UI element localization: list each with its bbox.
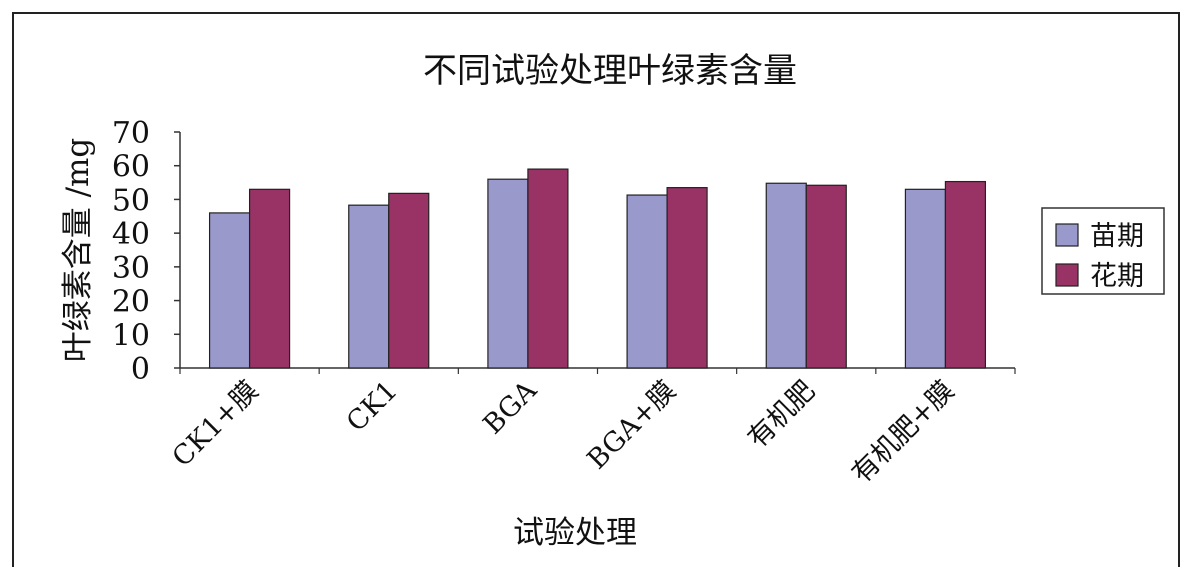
x-tick-label: CK1+膜 xyxy=(166,375,264,473)
legend-label: 花期 xyxy=(1090,261,1144,292)
y-tick-label: 10 xyxy=(112,318,150,353)
bar-flowering xyxy=(389,193,429,368)
bar-flowering xyxy=(528,169,568,368)
bar-seedling xyxy=(627,195,667,368)
y-tick-label: 20 xyxy=(112,285,150,320)
bar-seedling xyxy=(905,189,945,368)
bar-flowering xyxy=(945,182,985,368)
y-tick-label: 40 xyxy=(112,217,150,252)
y-tick-label: 30 xyxy=(112,251,150,286)
x-tick-label: BGA xyxy=(478,375,544,441)
legend-label: 苗期 xyxy=(1090,221,1144,252)
y-tick-label: 0 xyxy=(131,352,150,387)
y-tick-label: 50 xyxy=(112,183,150,218)
bar-flowering xyxy=(250,189,290,368)
x-tick-label: 有机肥+膜 xyxy=(846,375,960,489)
x-tick-label: 有机肥 xyxy=(742,375,821,454)
bar-flowering xyxy=(806,185,846,368)
legend-swatch xyxy=(1056,264,1078,286)
x-axis-title: 试验处理 xyxy=(513,515,637,551)
x-tick-label: CK1 xyxy=(341,375,404,438)
y-axis-title: 叶绿素含量 /mg xyxy=(60,138,96,363)
y-tick-label: 60 xyxy=(112,150,150,185)
y-tick-label: 70 xyxy=(112,116,150,151)
bar-seedling xyxy=(488,179,528,368)
bar-seedling xyxy=(766,183,806,368)
legend-swatch xyxy=(1056,224,1078,246)
x-tick-label: BGA+膜 xyxy=(582,375,682,475)
chart-title: 不同试验处理叶绿素含量 xyxy=(423,51,797,91)
bar-seedling xyxy=(349,205,389,368)
bar-seedling xyxy=(210,213,250,368)
bar-flowering xyxy=(667,188,707,368)
